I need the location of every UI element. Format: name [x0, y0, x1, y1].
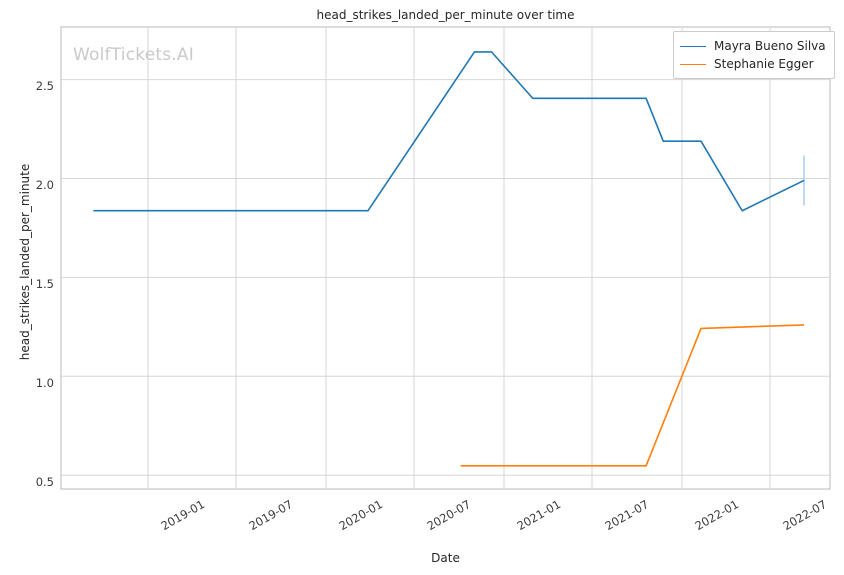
- grid-lines: [61, 27, 830, 489]
- y-tick-1: 1.0: [35, 376, 54, 390]
- legend-item-stephanie-egger[interactable]: Stephanie Egger: [680, 55, 826, 73]
- legend-color-swatch-0: [680, 45, 706, 47]
- y-tick-2: 1.5: [35, 277, 54, 291]
- series-line-mayra-bueno-silva: [93, 51, 805, 212]
- chart-legend: Mayra Bueno Silva Stephanie Egger: [673, 31, 835, 79]
- legend-label-1: Stephanie Egger: [714, 57, 814, 71]
- legend-label-0: Mayra Bueno Silva: [714, 39, 826, 53]
- x-axis-label: Date: [431, 551, 460, 565]
- y-tick-0: 0.5: [35, 475, 54, 489]
- plot-background: [60, 26, 831, 490]
- y-tick-4: 2.5: [35, 79, 54, 93]
- watermark: WolfTickets.AI: [73, 45, 194, 65]
- legend-item-mayra-bueno-silva[interactable]: Mayra Bueno Silva: [680, 37, 826, 55]
- legend-color-swatch-1: [680, 63, 706, 65]
- y-tick-3: 2.0: [35, 178, 54, 192]
- y-axis-tick-labels: 0.5 1.0 1.5 2.0 2.5: [8, 0, 54, 575]
- series-line-stephanie-egger: [460, 324, 805, 467]
- chart-title: head_strikes_landed_per_minute over time: [316, 8, 575, 22]
